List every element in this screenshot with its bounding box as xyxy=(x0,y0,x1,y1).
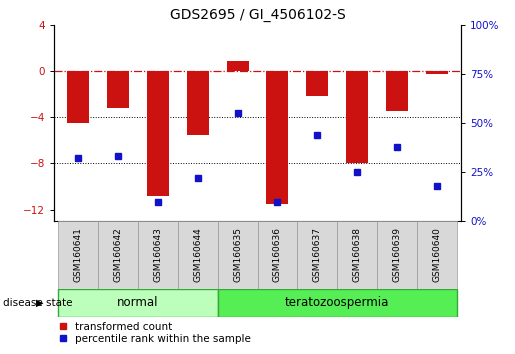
Text: normal: normal xyxy=(117,296,159,309)
Bar xyxy=(147,71,169,196)
Text: teratozoospermia: teratozoospermia xyxy=(285,296,389,309)
Text: GSM160644: GSM160644 xyxy=(193,228,202,282)
Text: GSM160637: GSM160637 xyxy=(313,227,322,282)
Title: GDS2695 / GI_4506102-S: GDS2695 / GI_4506102-S xyxy=(169,8,346,22)
Bar xyxy=(266,71,288,204)
Bar xyxy=(337,221,377,289)
Bar xyxy=(377,221,417,289)
Bar xyxy=(178,221,218,289)
Text: GSM160641: GSM160641 xyxy=(74,227,82,282)
Bar xyxy=(417,221,457,289)
Bar xyxy=(297,221,337,289)
Bar xyxy=(58,289,218,317)
Bar xyxy=(67,71,89,123)
Bar xyxy=(218,221,258,289)
Bar xyxy=(306,71,328,96)
Legend: transformed count, percentile rank within the sample: transformed count, percentile rank withi… xyxy=(59,322,251,344)
Bar xyxy=(138,221,178,289)
Text: disease state: disease state xyxy=(3,298,72,308)
Text: GSM160640: GSM160640 xyxy=(433,227,441,282)
Text: GSM160638: GSM160638 xyxy=(353,227,362,282)
Text: GSM160643: GSM160643 xyxy=(153,227,162,282)
Bar xyxy=(107,71,129,108)
Bar xyxy=(58,221,98,289)
Bar xyxy=(258,221,297,289)
Text: GSM160636: GSM160636 xyxy=(273,227,282,282)
Text: GSM160639: GSM160639 xyxy=(392,227,402,282)
Bar xyxy=(227,61,249,71)
Text: GSM160642: GSM160642 xyxy=(113,228,123,282)
Bar xyxy=(426,71,448,74)
Bar xyxy=(346,71,368,164)
Text: ▶: ▶ xyxy=(36,298,44,308)
Text: GSM160635: GSM160635 xyxy=(233,227,242,282)
Bar xyxy=(187,71,209,135)
Bar xyxy=(98,221,138,289)
Bar xyxy=(386,71,408,112)
Bar xyxy=(218,289,457,317)
